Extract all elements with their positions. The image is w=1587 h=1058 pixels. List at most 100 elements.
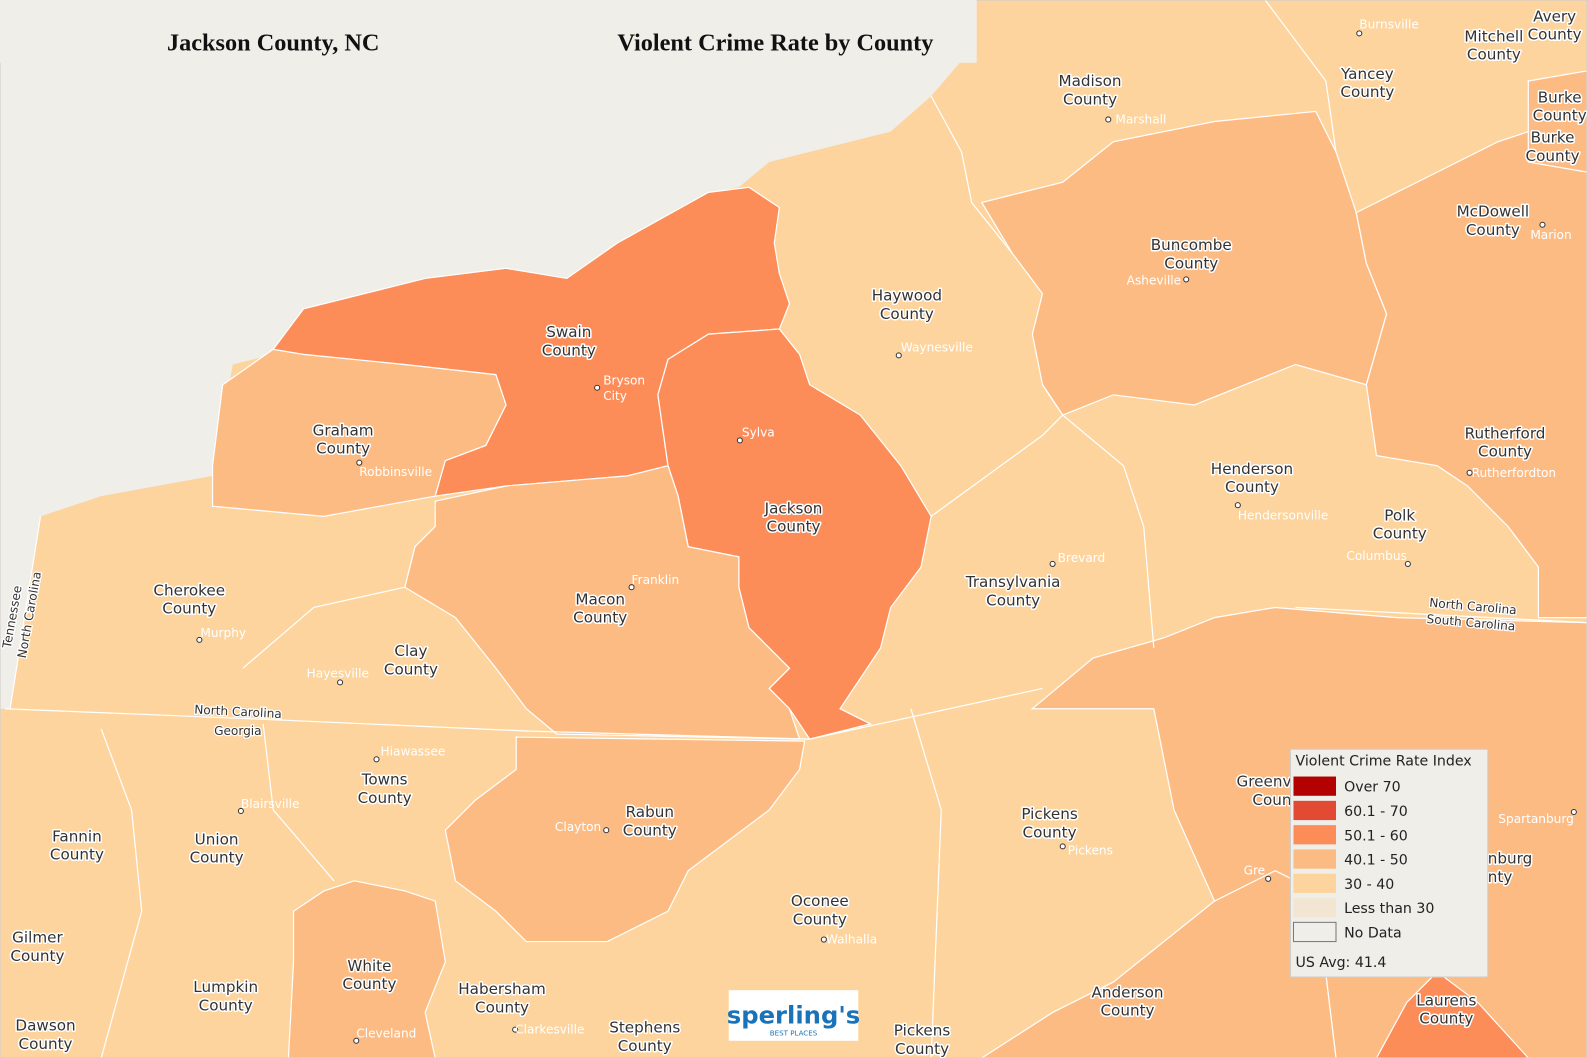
legend-label: Over 70 xyxy=(1344,780,1401,796)
legend-label: 40.1 - 50 xyxy=(1344,853,1408,869)
city-dot xyxy=(736,437,743,444)
state-border xyxy=(9,516,42,709)
county-label: Rabun xyxy=(626,803,674,821)
county-border xyxy=(100,728,143,1058)
legend-swatch xyxy=(1293,776,1336,796)
city-dot xyxy=(1356,30,1363,37)
county-shape xyxy=(444,736,806,943)
title-band xyxy=(0,0,977,63)
county-label: County xyxy=(1373,525,1427,543)
city-dot xyxy=(1183,276,1190,283)
city-dot xyxy=(895,352,902,359)
county-label: Yancey xyxy=(1340,65,1394,83)
city-dot xyxy=(1265,875,1272,882)
city-dot xyxy=(356,459,363,466)
county-label: Union xyxy=(195,830,239,848)
county-label: County xyxy=(162,600,216,618)
county-label: County xyxy=(1466,221,1520,239)
county-border xyxy=(242,586,405,669)
city-label: Hayesville xyxy=(307,666,369,680)
map-subtitle: Violent Crime Rate by County xyxy=(617,30,933,57)
county-label: Macon xyxy=(575,590,625,608)
city-dot xyxy=(353,1037,360,1044)
city-label: Cleveland xyxy=(356,1027,416,1041)
city-dot xyxy=(1059,843,1066,850)
city-label: Spartanburg xyxy=(1498,812,1574,826)
county-label: nty xyxy=(1488,868,1513,886)
county-shape xyxy=(287,880,446,1058)
county-label: County xyxy=(50,846,104,864)
county-label: County xyxy=(1533,106,1587,124)
city-label: Bryson xyxy=(603,374,645,388)
city-label: Burnsville xyxy=(1359,17,1419,31)
county-label: County xyxy=(1100,1001,1154,1019)
city-label: Marshall xyxy=(1115,113,1166,127)
county-shape xyxy=(1355,100,1587,619)
county-label: Stephens xyxy=(609,1019,680,1037)
county-shape xyxy=(404,464,801,740)
city-label: Brevard xyxy=(1058,551,1106,565)
city-label: Hiawassee xyxy=(381,744,446,758)
county-label: Madison xyxy=(1059,72,1122,90)
county-label: Henderson xyxy=(1211,460,1293,478)
county-label: White xyxy=(347,957,391,975)
county-label: nburg xyxy=(1488,850,1532,868)
county-label: Clay xyxy=(394,642,427,660)
county-label: County xyxy=(384,660,438,678)
legend-swatch xyxy=(1293,825,1336,845)
legend-swatch xyxy=(1293,800,1336,821)
legend-title: Violent Crime Rate Index xyxy=(1296,753,1472,769)
legend-label: Less than 30 xyxy=(1344,901,1434,917)
county-label: County xyxy=(1340,83,1394,101)
county-border xyxy=(1264,0,1337,152)
county-label: Habersham xyxy=(458,980,546,998)
county-label: Laurens xyxy=(1416,991,1476,1009)
city-dot xyxy=(337,679,344,686)
county-label: County xyxy=(1528,25,1582,43)
county-label: County xyxy=(10,947,64,965)
legend-swatch xyxy=(1293,849,1336,869)
county-label: County xyxy=(19,1035,73,1053)
city-label: Franklin xyxy=(632,573,680,587)
no-data-region xyxy=(0,0,972,709)
county-label: Oconee xyxy=(791,892,849,910)
legend-swatch xyxy=(1293,873,1336,893)
county-label: Haywood xyxy=(872,287,942,305)
county-label: County xyxy=(793,910,847,928)
legend-label: 50.1 - 60 xyxy=(1344,828,1408,844)
city-label: Sylva xyxy=(742,425,775,439)
county-label: County xyxy=(1164,254,1218,272)
city-dot xyxy=(594,384,601,391)
county-border xyxy=(910,708,942,1058)
city-label: Rutherfordton xyxy=(1472,466,1556,480)
county-border xyxy=(930,95,1013,254)
county-label: County xyxy=(1526,147,1580,165)
legend-label: 60.1 - 70 xyxy=(1344,804,1408,820)
city-dot xyxy=(628,584,635,591)
county-label: Anderson xyxy=(1092,983,1164,1001)
county-label: Burke xyxy=(1538,88,1582,106)
logo-box xyxy=(728,990,859,1041)
county-label: McDowell xyxy=(1457,203,1530,221)
county-border xyxy=(262,723,335,882)
county-label: Coun xyxy=(1252,791,1291,809)
county-label: Buncombe xyxy=(1151,236,1232,254)
state-border xyxy=(5,687,1043,740)
city-label: Gre xyxy=(1244,864,1266,878)
county-label: Graham xyxy=(313,421,374,439)
legend-note: US Avg: 41.4 xyxy=(1296,955,1387,971)
county-label: County xyxy=(623,821,677,839)
map-title: Jackson County, NC xyxy=(167,30,379,57)
county-border xyxy=(1062,414,1155,649)
county-label: Pickens xyxy=(1021,805,1078,823)
city-dot xyxy=(1539,221,1546,228)
logo-tagline: BEST PLACES xyxy=(770,1029,818,1038)
city-label: Robbinsville xyxy=(359,465,432,479)
county-shape xyxy=(1375,971,1530,1058)
county-label: County xyxy=(880,305,934,323)
county-label: County xyxy=(199,996,253,1014)
city-label: Blairsville xyxy=(241,797,300,811)
logo-name: sperling's xyxy=(727,1001,860,1030)
legend-swatch xyxy=(1293,898,1336,918)
